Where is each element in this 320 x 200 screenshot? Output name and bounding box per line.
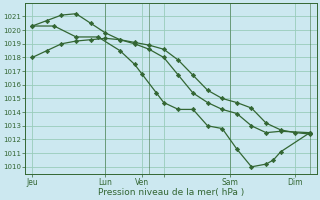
X-axis label: Pression niveau de la mer( hPa ): Pression niveau de la mer( hPa ): [98, 188, 244, 197]
